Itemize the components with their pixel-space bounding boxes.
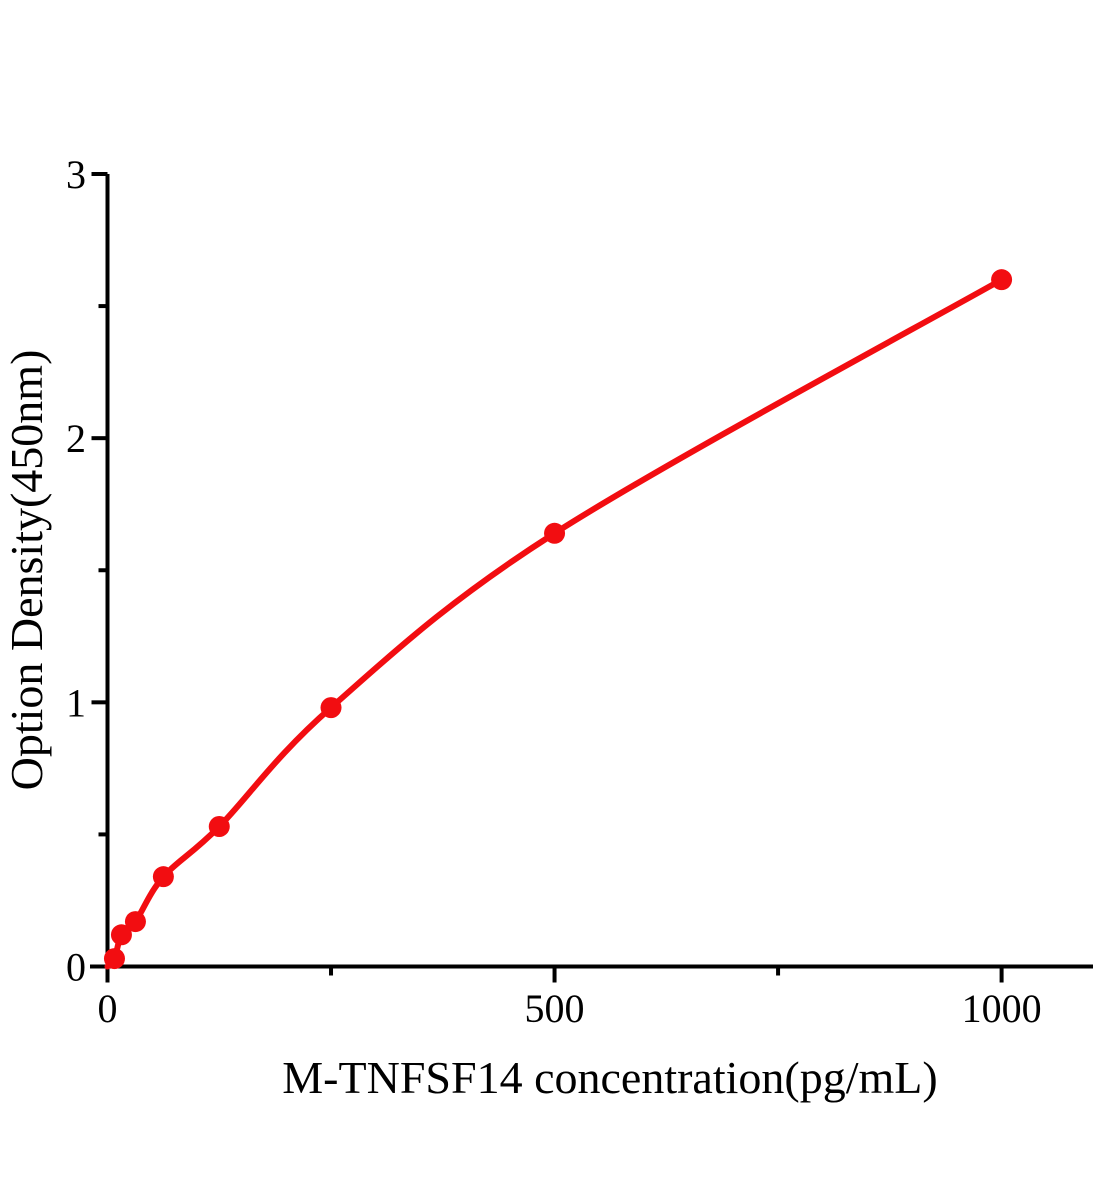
y-tick-label: 0 [66,945,86,990]
y-tick-label: 1 [66,680,86,725]
x-axis-ticks [105,966,1004,983]
y-axis-title: Option Density(450nm) [1,350,52,791]
data-point-marker [208,815,230,837]
data-point-marker [124,911,146,933]
x-axis-tick-labels: 0 500 1000 [98,986,1042,1031]
x-tick-label: 0 [98,986,118,1031]
data-point-marker [544,522,566,544]
y-tick-label: 3 [66,152,86,197]
y-axis-ticks [91,172,108,969]
standard-curve-line [104,276,1005,970]
x-tick-label: 500 [525,986,585,1031]
data-point-marker [991,269,1013,291]
y-tick-label: 2 [66,416,86,461]
data-points [103,269,1013,970]
data-point-marker [110,924,132,946]
data-point-marker [103,948,125,970]
x-tick-label: 1000 [962,986,1042,1031]
y-axis-tick-labels: 0 1 2 3 [66,152,86,990]
data-point-marker [320,697,342,719]
x-axis: 0 500 1000 [90,964,1093,1031]
y-axis: 0 1 2 3 [66,152,110,990]
x-axis-title: M-TNFSF14 concentration(pg/mL) [282,1052,937,1103]
data-point-marker [152,866,174,888]
